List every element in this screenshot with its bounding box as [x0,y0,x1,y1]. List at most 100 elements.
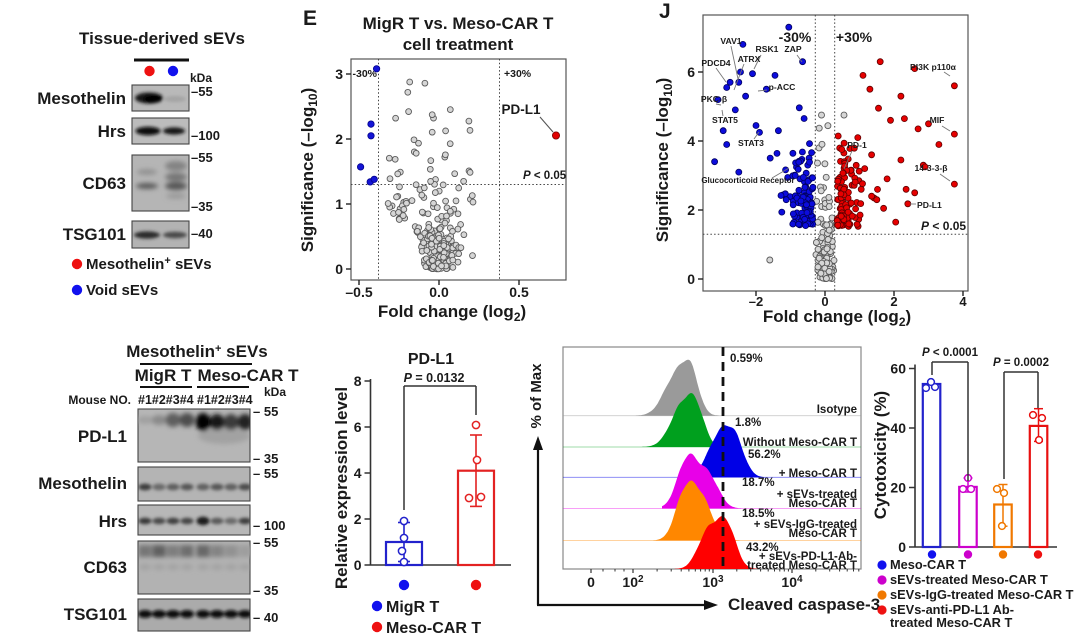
svg-text:TSG101: TSG101 [63,225,126,244]
svg-text:–2: –2 [749,294,763,309]
svg-text:RSK1: RSK1 [756,44,779,54]
svg-text:8: 8 [354,373,362,389]
svg-text:– 100: – 100 [253,518,286,533]
svg-text:Mesothelin: Mesothelin [38,474,127,493]
svg-text:treated Meso-CAR T: treated Meso-CAR T [747,560,857,572]
svg-text:Meso-CAR T: Meso-CAR T [197,366,299,385]
svg-text:0: 0 [821,294,828,309]
svg-text:43.2%: 43.2% [746,542,779,554]
svg-text:kDa: kDa [264,385,286,399]
svg-text:14-3-3-β: 14-3-3-β [915,163,948,173]
svg-text:– 35: – 35 [253,583,278,598]
svg-text:4: 4 [687,133,695,149]
svg-text:PI3K p110α: PI3K p110α [910,62,957,72]
svg-text:treated Meso-CAR T: treated Meso-CAR T [890,615,1012,630]
svg-text:P = 0.0132: P = 0.0132 [404,371,465,385]
svg-text:+30%: +30% [836,29,873,45]
svg-text:+ sEVs-treated: + sEVs-treated [777,489,857,501]
svg-text:4: 4 [959,294,967,309]
svg-text:0.0: 0.0 [429,284,449,300]
svg-text:+30%: +30% [504,68,532,80]
svg-text:Tissue-derived sEVs: Tissue-derived sEVs [79,29,245,48]
svg-text:Relative expression level: Relative expression level [332,387,351,589]
svg-text:STAT3: STAT3 [738,138,764,148]
svg-text:0: 0 [587,574,595,590]
svg-text:#1#2#3#4: #1#2#3#4 [138,393,194,407]
svg-text:–100: –100 [191,128,220,143]
svg-text:Mesothelin: Mesothelin [37,89,126,108]
svg-text:Meso-CAR T: Meso-CAR T [890,557,966,572]
svg-text:J: J [659,0,671,23]
svg-text:– 55: – 55 [253,466,278,481]
svg-text:cell treatment: cell treatment [403,35,514,54]
svg-text:– 55: – 55 [253,535,278,550]
svg-text:VAV1: VAV1 [720,36,741,46]
svg-text:1: 1 [335,196,343,212]
svg-text:MigR T vs. Meso-CAR T: MigR T vs. Meso-CAR T [363,14,554,33]
svg-text:0: 0 [335,261,343,277]
svg-text:Fold change (log2): Fold change (log2) [763,307,911,329]
svg-text:+ Meso-CAR T: + Meso-CAR T [779,468,857,480]
svg-text:STAT5: STAT5 [712,115,738,125]
svg-text:102: 102 [622,574,644,590]
svg-text:Mesothelin+ sEVs: Mesothelin+ sEVs [86,255,212,273]
svg-text:Significance (–log10): Significance (–log10) [653,78,675,243]
svg-text:20: 20 [890,480,906,496]
svg-text:–35: –35 [191,199,213,214]
svg-text:PDCD4: PDCD4 [701,58,730,68]
svg-text:2: 2 [354,511,362,527]
svg-text:% of Max: % of Max [528,363,545,429]
svg-text:2: 2 [687,202,695,218]
svg-text:–0.5: –0.5 [345,284,372,300]
svg-text:0.59%: 0.59% [730,353,763,365]
svg-text:18.5%: 18.5% [742,508,775,520]
svg-text:Cytotoxicity (%): Cytotoxicity (%) [871,391,890,519]
svg-text:40: 40 [890,420,906,436]
svg-text:CD63: CD63 [83,174,126,193]
svg-text:0: 0 [354,557,362,573]
svg-text:PD-L1: PD-L1 [501,102,540,117]
svg-text:– 35: – 35 [253,451,278,466]
svg-text:1.8%: 1.8% [735,417,761,429]
svg-text:6: 6 [687,64,695,80]
svg-text:3: 3 [335,66,343,82]
svg-text:p-ACC: p-ACC [769,82,796,92]
svg-text:sEVs-IgG-treated Meso-CAR T: sEVs-IgG-treated Meso-CAR T [890,587,1074,602]
svg-text:60: 60 [890,361,906,377]
svg-text:–55: –55 [191,150,213,165]
svg-text:P < 0.05: P < 0.05 [523,170,567,182]
svg-text:MigR T: MigR T [135,366,192,385]
svg-text:Hrs: Hrs [98,122,126,141]
svg-text:Mouse NO.: Mouse NO. [68,393,131,407]
svg-text:sEVs-anti-PD-L1 Ab-: sEVs-anti-PD-L1 Ab- [890,602,1014,617]
svg-text:PKC-β: PKC-β [701,94,727,104]
svg-text:18.7%: 18.7% [742,477,775,489]
svg-text:Significance (–log10): Significance (–log10) [298,88,320,253]
svg-text:TSG101: TSG101 [64,605,127,624]
svg-text:+ sEVs-IgG-treated: + sEVs-IgG-treated [754,519,857,531]
svg-text:-30%: -30% [779,29,812,45]
svg-text:P = 0.0002: P = 0.0002 [993,357,1049,369]
svg-text:Mesothelin+ sEVs: Mesothelin+ sEVs [126,342,268,361]
svg-text:ATRX: ATRX [738,54,761,64]
svg-text:0.5: 0.5 [509,284,529,300]
svg-text:ZAP: ZAP [784,44,801,54]
svg-text:Hrs: Hrs [99,512,127,531]
svg-text:Meso-CAR T: Meso-CAR T [789,528,857,540]
svg-text:E: E [303,7,317,30]
svg-text:104: 104 [781,574,803,590]
svg-text:MigR T: MigR T [386,599,440,616]
svg-text:PD-L1: PD-L1 [917,200,942,210]
svg-text:MIF: MIF [930,115,945,125]
svg-text:Fold change (log2): Fold change (log2) [378,302,526,324]
svg-text:Cleaved caspase-3: Cleaved caspase-3 [728,595,880,614]
svg-text:4: 4 [354,465,362,481]
svg-text:0: 0 [898,539,906,555]
svg-text:-30%: -30% [352,68,377,80]
svg-text:0: 0 [687,271,695,287]
svg-text:–40: –40 [191,226,213,241]
svg-text:56.2%: 56.2% [748,449,781,461]
svg-text:PD-L1: PD-L1 [408,351,454,368]
svg-text:PD-L1: PD-L1 [78,427,127,446]
svg-text:sEVs-treated Meso-CAR T: sEVs-treated Meso-CAR T [890,572,1048,587]
